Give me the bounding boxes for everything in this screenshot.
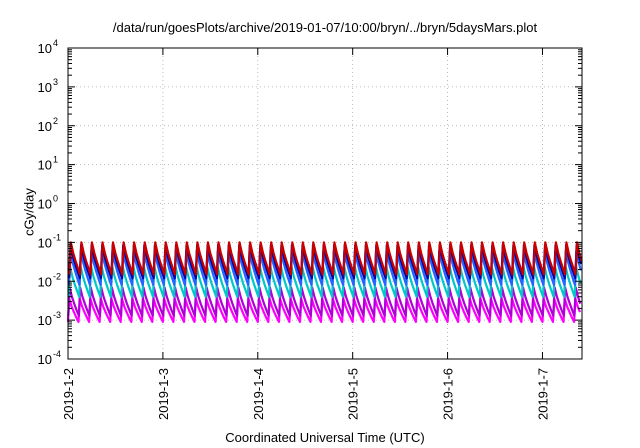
series-line-1 [67,286,582,317]
chart-title: /data/run/goesPlots/archive/2019-01-07/1… [112,20,538,35]
y-tick-exponent: 2 [53,116,58,126]
y-axis-title: cGy/day [21,188,37,236]
x-tick-label: 2019-1-4 [251,368,266,420]
plot-frame [67,47,583,360]
y-tick-exponent: -3 [53,310,61,320]
y-tick-label: 10 [38,158,52,173]
x-tick-label: 2019-1-5 [346,368,361,420]
y-tick-label: 10 [38,197,52,212]
y-tick-exponent: -4 [53,349,61,359]
y-tick-exponent: -1 [53,232,61,242]
y-tick-label: 10 [38,313,52,328]
x-tick-label: 2019-1-7 [535,368,550,420]
y-tick-label: 10 [38,352,52,367]
y-tick-label: 10 [38,274,52,289]
y-tick-label: 10 [38,235,52,250]
series-line-5 [68,241,583,276]
x-tick-label: 2019-1-3 [156,368,171,420]
y-tick-label: 10 [38,80,52,95]
series-line-0 [66,297,582,323]
y-tick-exponent: 3 [53,77,58,87]
y-tick-exponent: -2 [53,271,61,281]
x-axis-title: Coordinated Universal Time (UTC) [225,430,425,445]
y-tick-label: 10 [38,119,52,134]
x-tick-label: 2019-1-6 [441,368,456,420]
series-group [66,241,583,323]
grid-lines [68,48,582,359]
y-tick-exponent: 1 [53,155,58,165]
y-tick-exponent: 0 [53,194,58,204]
y-tick-label: 10 [38,41,52,56]
x-tick-label: 2019-1-2 [61,368,76,420]
y-tick-exponent: 4 [53,38,58,48]
